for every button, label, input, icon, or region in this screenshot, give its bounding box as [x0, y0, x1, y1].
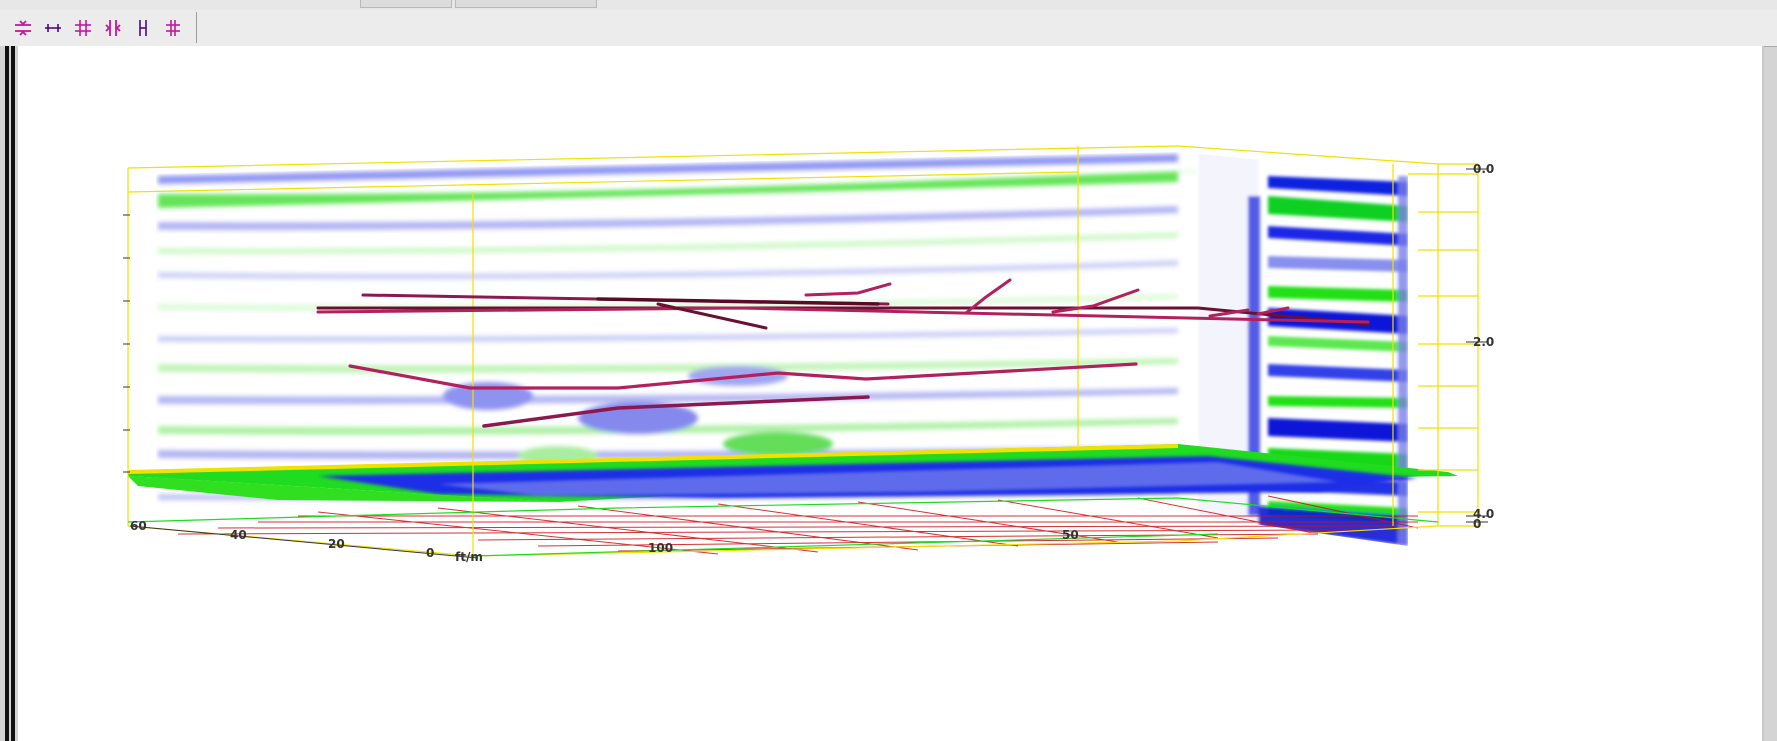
seismic-3d-scene[interactable]: 60 40 20 0 ft/m 100 50 0.0 2.0 4.0 0 [18, 46, 1762, 741]
base-grid [177, 495, 1419, 555]
frame-bar [5, 46, 9, 741]
left-axis-label: 20 [328, 537, 345, 551]
left-axis-unit: ft/m [455, 550, 483, 564]
floor-seismic-slice [127, 444, 1458, 502]
left-axis-label: 0 [426, 546, 434, 560]
frame-bar [11, 46, 15, 741]
vertical-hash-icon [166, 19, 180, 36]
vertical-bracket-button[interactable] [130, 15, 156, 41]
front-axis-label: 50 [1062, 528, 1079, 542]
split-vertical-button[interactable] [100, 15, 126, 41]
grid-hash-icon [75, 19, 91, 36]
right-axis [1466, 168, 1488, 523]
vertical-bracket-icon [139, 19, 147, 36]
left-axis [123, 214, 479, 559]
layout-tools-group [6, 12, 197, 43]
toolbar [0, 10, 1777, 47]
horizontal-bar-icon [45, 23, 61, 32]
vertical-hash-button[interactable] [160, 15, 186, 41]
right-axis-label: 4.0 [1473, 507, 1494, 521]
right-axis-label: 0.0 [1473, 162, 1494, 176]
right-axis-label: 2.0 [1473, 335, 1494, 349]
right-axis-label: 0 [1473, 517, 1481, 531]
base-frame-green [127, 497, 1439, 557]
grid-hash-button[interactable] [70, 15, 96, 41]
left-axis-label: 40 [230, 528, 247, 542]
left-axis-label: 60 [130, 519, 147, 533]
split-horizontal-icon [15, 19, 31, 36]
split-vertical-icon [105, 19, 121, 36]
window-tab-stub[interactable] [360, 0, 452, 8]
interpretation-lines [316, 278, 1370, 428]
window-tab-stub[interactable] [455, 0, 597, 8]
split-horizontal-button[interactable] [10, 15, 36, 41]
bounding-frame [127, 145, 1479, 557]
horizontal-bar-button[interactable] [40, 15, 66, 41]
3d-viewport[interactable]: 60 40 20 0 ft/m 100 50 0.0 2.0 4.0 0 [18, 46, 1764, 741]
front-axis-label: 100 [648, 541, 673, 555]
left-frame-bars [0, 46, 18, 741]
